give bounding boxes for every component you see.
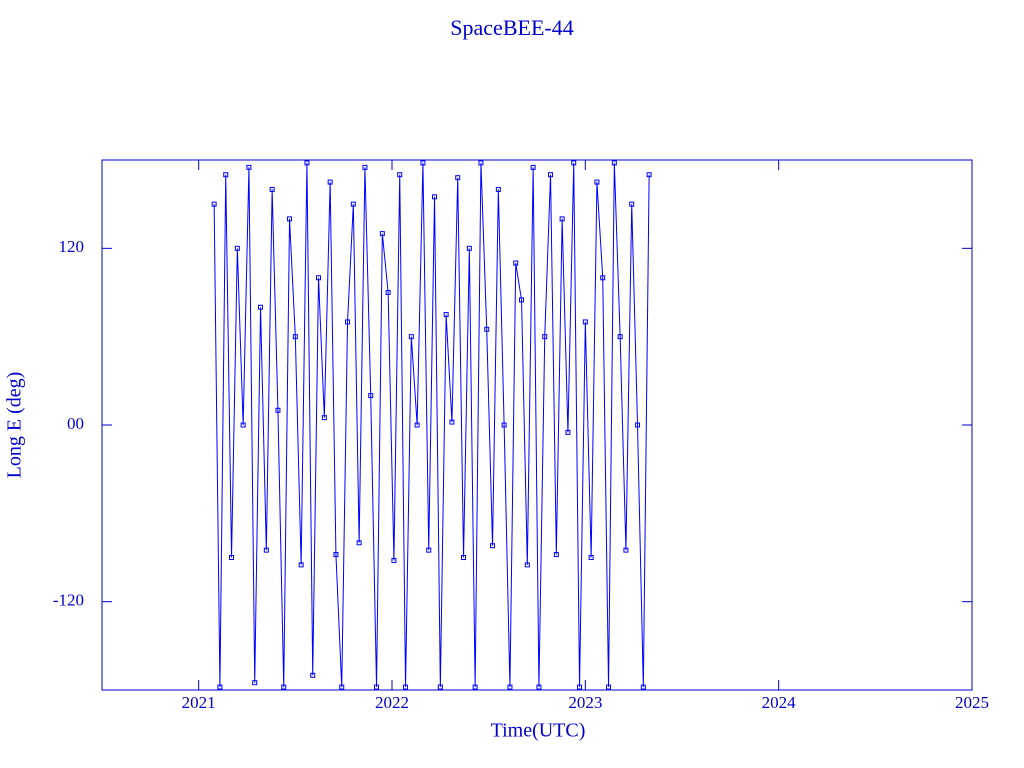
data-point xyxy=(234,245,240,251)
chart-title: SpaceBEE-44 xyxy=(450,15,573,40)
data-point xyxy=(478,160,484,166)
data-point xyxy=(495,186,501,192)
data-point xyxy=(461,555,467,560)
x-tick-label: 2025 xyxy=(955,693,989,712)
data-point xyxy=(565,429,571,435)
data-point xyxy=(368,393,374,399)
data-point xyxy=(339,684,345,690)
data-point xyxy=(588,555,594,560)
data-point xyxy=(379,231,385,237)
data-point xyxy=(553,552,559,558)
data-point xyxy=(223,172,229,178)
data-point xyxy=(432,194,438,200)
data-point xyxy=(629,201,635,207)
data-point xyxy=(507,684,513,690)
data-point xyxy=(466,245,472,251)
data-point xyxy=(582,319,588,325)
y-axis-label: Long E (deg) xyxy=(4,372,26,479)
data-point xyxy=(281,684,287,690)
data-point xyxy=(403,684,409,690)
data-point xyxy=(246,164,252,170)
data-point xyxy=(287,216,293,222)
data-point xyxy=(524,562,530,568)
data-point xyxy=(310,672,316,678)
data-point xyxy=(240,422,246,428)
data-point xyxy=(362,164,368,170)
data-point xyxy=(437,684,443,690)
data-point xyxy=(646,172,652,178)
data-point xyxy=(217,684,223,690)
data-point xyxy=(356,540,362,546)
data-point xyxy=(513,260,519,266)
y-tick-label: 120 xyxy=(59,237,85,256)
data-point xyxy=(391,557,397,563)
data-point xyxy=(211,201,217,207)
x-tick-label: 2024 xyxy=(762,693,797,712)
data-point xyxy=(263,547,269,553)
data-point xyxy=(484,326,490,332)
data-point xyxy=(594,179,600,185)
data-point xyxy=(275,407,281,413)
data-point xyxy=(617,334,623,340)
data-point xyxy=(385,290,391,295)
data-point xyxy=(635,422,641,428)
data-point xyxy=(606,684,612,690)
data-point xyxy=(640,684,646,690)
data-point xyxy=(501,422,507,428)
data-point xyxy=(455,175,461,181)
data-point xyxy=(414,422,420,428)
data-line xyxy=(213,162,650,688)
data-point xyxy=(327,179,333,185)
data-point xyxy=(321,415,327,421)
x-tick-label: 2023 xyxy=(568,693,602,712)
data-point xyxy=(374,684,380,690)
data-point xyxy=(530,164,536,170)
data-point xyxy=(548,172,554,178)
data-point xyxy=(577,684,583,690)
data-point xyxy=(443,312,449,318)
data-point xyxy=(449,419,455,425)
x-tick-label: 2022 xyxy=(375,693,409,712)
data-point xyxy=(559,216,565,222)
data-point xyxy=(490,543,496,549)
data-point xyxy=(269,186,275,192)
data-point xyxy=(229,555,235,560)
data-point xyxy=(472,684,478,690)
data-point xyxy=(519,297,525,303)
data-point xyxy=(420,160,426,166)
data-point xyxy=(542,334,548,340)
data-point xyxy=(345,319,351,325)
data-point xyxy=(536,684,542,690)
plot-frame xyxy=(101,159,973,691)
data-point xyxy=(600,275,606,281)
x-tick-label: 2021 xyxy=(182,693,216,712)
data-point xyxy=(258,304,264,310)
data-point xyxy=(316,275,322,281)
data-point xyxy=(350,201,356,207)
y-tick-label: 00 xyxy=(67,414,84,433)
y-tick-label: -120 xyxy=(53,591,84,610)
data-point xyxy=(397,172,403,178)
data-point xyxy=(304,160,310,166)
x-axis-label: Time(UTC) xyxy=(491,720,586,742)
data-point xyxy=(292,334,298,340)
data-point xyxy=(426,547,432,553)
data-point xyxy=(571,160,577,166)
data-point xyxy=(611,160,617,166)
data-point xyxy=(252,680,258,686)
data-point xyxy=(298,562,304,568)
data-point xyxy=(333,552,339,558)
data-point xyxy=(408,334,414,340)
data-point xyxy=(623,547,629,553)
